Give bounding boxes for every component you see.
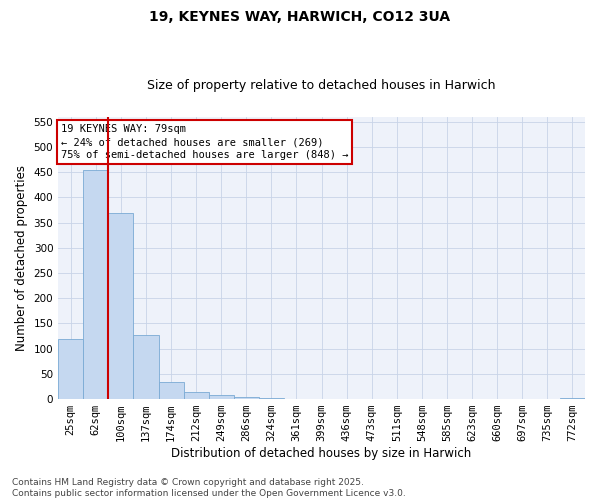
Bar bbox=[158, 382, 184, 399]
Bar bbox=[58, 338, 83, 399]
Text: 19, KEYNES WAY, HARWICH, CO12 3UA: 19, KEYNES WAY, HARWICH, CO12 3UA bbox=[149, 10, 451, 24]
Bar bbox=[83, 170, 109, 399]
Bar bbox=[109, 212, 133, 399]
Bar bbox=[133, 334, 158, 399]
Title: Size of property relative to detached houses in Harwich: Size of property relative to detached ho… bbox=[148, 79, 496, 92]
Y-axis label: Number of detached properties: Number of detached properties bbox=[15, 165, 28, 351]
Bar bbox=[560, 398, 585, 399]
Bar bbox=[209, 395, 234, 399]
Text: 19 KEYNES WAY: 79sqm
← 24% of detached houses are smaller (269)
75% of semi-deta: 19 KEYNES WAY: 79sqm ← 24% of detached h… bbox=[61, 124, 349, 160]
Bar bbox=[184, 392, 209, 399]
X-axis label: Distribution of detached houses by size in Harwich: Distribution of detached houses by size … bbox=[172, 447, 472, 460]
Bar bbox=[259, 398, 284, 399]
Bar bbox=[234, 396, 259, 399]
Text: Contains HM Land Registry data © Crown copyright and database right 2025.
Contai: Contains HM Land Registry data © Crown c… bbox=[12, 478, 406, 498]
